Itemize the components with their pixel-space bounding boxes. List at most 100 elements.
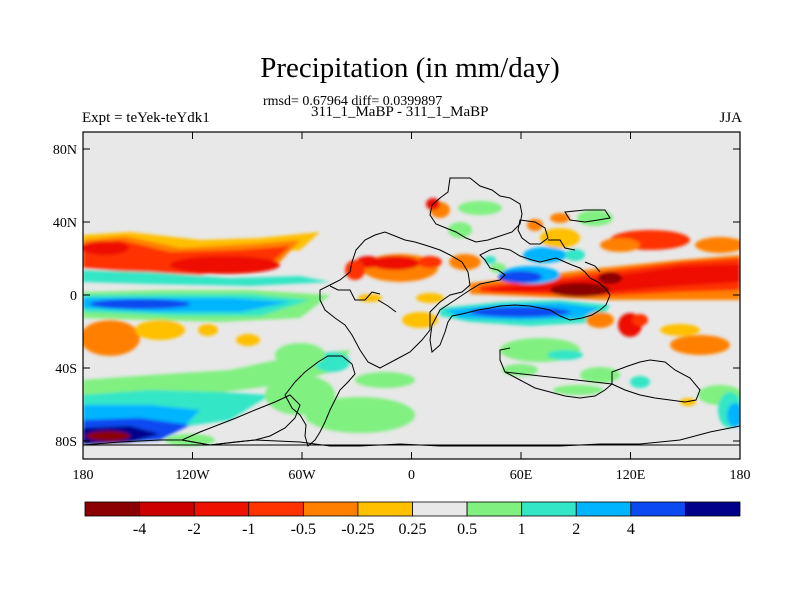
precip-region — [586, 312, 614, 328]
landmass-outline — [429, 247, 611, 353]
precip-region — [83, 241, 129, 255]
experiment-label: Expt = teYek-teYdk1 — [82, 110, 210, 126]
landmass-outline — [564, 209, 611, 223]
landmass-outline — [517, 219, 549, 245]
precip-region — [418, 256, 442, 268]
precip-region — [83, 320, 140, 356]
colorbar-label: -4 — [133, 521, 146, 538]
colorbar-swatch — [84, 501, 140, 517]
precip-region — [598, 272, 622, 284]
y-tick-label: 80N — [53, 143, 77, 158]
landmass-outline — [611, 359, 701, 403]
precip-region — [170, 256, 280, 274]
colorbar-label: 2 — [572, 521, 580, 538]
precip-region — [498, 271, 542, 283]
precip-region — [83, 270, 330, 286]
colorbar-label: -2 — [188, 521, 201, 538]
precip-region — [523, 247, 567, 263]
precip-region — [670, 335, 730, 355]
colorbar-swatch — [575, 501, 632, 517]
colorbar-label: 1 — [518, 521, 526, 538]
y-tick-label: 40S — [55, 362, 77, 377]
season-label: JJA — [719, 110, 742, 126]
coastline — [377, 299, 397, 313]
precip-region — [484, 256, 496, 264]
colorbar-swatch — [630, 501, 686, 517]
y-axis: 80N 40N 0 40S 80S — [53, 143, 740, 450]
precip-region — [540, 228, 580, 248]
precip-region — [680, 398, 696, 406]
colorbar-swatch — [521, 501, 577, 517]
x-tick-label: 180 — [73, 468, 94, 483]
coastline — [499, 347, 511, 373]
coastline — [584, 261, 601, 273]
precip-region — [305, 397, 415, 433]
precip-region — [630, 376, 650, 388]
colorbar-label: -0.25 — [341, 521, 374, 538]
colorbar-swatch — [248, 501, 304, 517]
precip-region — [448, 222, 472, 238]
precip-region — [198, 324, 218, 336]
landmass-outline — [284, 355, 356, 447]
antarctica-outline — [83, 425, 740, 447]
coastline — [329, 285, 381, 301]
colorbar-swatch — [412, 501, 468, 517]
precip-region — [449, 254, 481, 270]
x-tick-label: 180 — [730, 468, 751, 483]
runs-subtitle: 311_1_MaBP - 311_1_MaBP — [311, 104, 489, 120]
landmass-outline — [504, 371, 614, 399]
x-tick-label: 0 — [408, 468, 415, 483]
colorbar-swatch — [466, 501, 523, 517]
colorbar-label: 0.5 — [457, 521, 477, 538]
coastline-layer — [83, 177, 740, 447]
precip-region — [580, 367, 620, 383]
x-tick-label: 60E — [510, 468, 533, 483]
precip-region — [416, 293, 444, 303]
x-tick-label: 120E — [616, 468, 646, 483]
colorbar-label: 4 — [627, 521, 635, 538]
colorbar-swatch — [302, 501, 359, 517]
precip-region — [550, 213, 570, 223]
colorbar-label: -0.5 — [291, 521, 316, 538]
precip-region — [236, 334, 260, 346]
precip-region — [86, 431, 130, 441]
precip-region — [90, 299, 190, 309]
precip-region — [632, 314, 648, 326]
precip-region — [490, 263, 506, 273]
precip-region — [355, 372, 415, 388]
colorbar-swatch — [139, 501, 195, 517]
colorbar-label: -1 — [242, 521, 255, 538]
colorbar: -4 -2 -1 -0.5 -0.25 0.25 0.5 1 2 4 — [84, 501, 741, 538]
precip-field-layer — [83, 198, 740, 446]
precip-region — [695, 237, 740, 253]
x-tick-label: 120W — [175, 468, 210, 483]
chart-title: Precipitation (in mm/day) — [260, 52, 560, 84]
landmass-outline — [429, 177, 523, 243]
precip-region — [727, 403, 740, 427]
precip-region — [165, 434, 215, 446]
precip-region — [370, 256, 420, 270]
precip-region — [527, 219, 543, 231]
y-tick-label: 40N — [53, 216, 77, 231]
colorbar-swatch — [685, 501, 741, 517]
precip-region — [553, 385, 603, 395]
precip-region — [135, 320, 185, 340]
coastline — [548, 239, 576, 251]
colorbar-swatch — [193, 501, 250, 517]
landmass-outline — [319, 231, 471, 369]
precip-region — [345, 260, 365, 280]
x-axis: 180 120W 60W 0 60E 120E 180 — [73, 132, 751, 483]
precip-region — [402, 312, 438, 328]
precip-region — [600, 238, 640, 252]
precip-region — [547, 350, 583, 360]
precip-region — [502, 364, 538, 376]
precip-region — [660, 324, 700, 336]
x-tick-label: 60W — [288, 468, 316, 483]
precip-region — [458, 201, 502, 215]
colorbar-swatch — [357, 501, 413, 517]
colorbar-label: 0.25 — [399, 521, 427, 538]
precip-region — [565, 249, 585, 261]
precip-region — [550, 283, 610, 297]
y-tick-label: 80S — [55, 435, 77, 450]
